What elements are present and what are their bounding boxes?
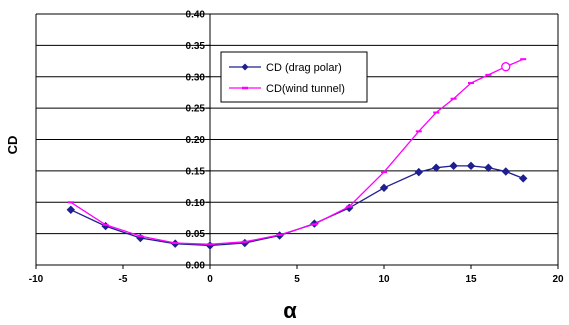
legend-box <box>220 51 368 103</box>
y-tick-label: 0.00 <box>186 261 206 272</box>
data-point <box>66 205 76 214</box>
data-point <box>466 161 476 171</box>
legend-label: CD (drag polar) <box>266 62 342 74</box>
y-tick-labels: 0.00 0.05 0.10 0.15 0.20 0.25 0.30 0.35 0.40 <box>186 10 206 272</box>
x-tick-label: 20 <box>552 274 564 285</box>
data-point <box>431 163 441 172</box>
y-tick-label: 0.05 <box>186 229 206 240</box>
data-point <box>501 167 511 176</box>
data-point <box>518 174 528 183</box>
data-point <box>414 167 424 177</box>
y-tick-label: 0.15 <box>186 166 206 177</box>
x-tick-label: 0 <box>207 274 213 285</box>
y-tick-label: 0.35 <box>186 41 206 52</box>
y-tick-label: 0.40 <box>186 10 206 21</box>
data-point <box>379 183 389 193</box>
legend-marker <box>241 63 249 71</box>
y-axis-title: CD <box>5 136 20 155</box>
x-tick-label: 15 <box>465 274 477 285</box>
legend: CD (drag polar) CD(wind tunnel) <box>220 51 368 103</box>
data-point <box>240 238 250 248</box>
y-tick-label: 0.20 <box>186 135 206 146</box>
y-tick-label: 0.10 <box>186 198 206 209</box>
y-tick-label: 0.25 <box>186 104 206 115</box>
y-tick-label: 0.30 <box>186 72 206 83</box>
x-tick-label: -5 <box>119 274 128 285</box>
x-axis-title: α <box>283 298 297 323</box>
x-tick-label: 5 <box>294 274 300 285</box>
data-point <box>449 161 458 171</box>
gridlines <box>36 13 558 266</box>
data-point <box>205 241 215 250</box>
series-layer <box>66 58 528 250</box>
highlight-point <box>501 62 511 72</box>
x-tick-label: 10 <box>378 274 390 285</box>
axes <box>35 13 559 269</box>
legend-label: CD(wind tunnel) <box>266 83 345 95</box>
x-tick-labels: -10 -5 0 5 10 15 20 <box>29 274 564 285</box>
data-point <box>484 163 493 172</box>
x-tick-label: -10 <box>29 274 44 285</box>
